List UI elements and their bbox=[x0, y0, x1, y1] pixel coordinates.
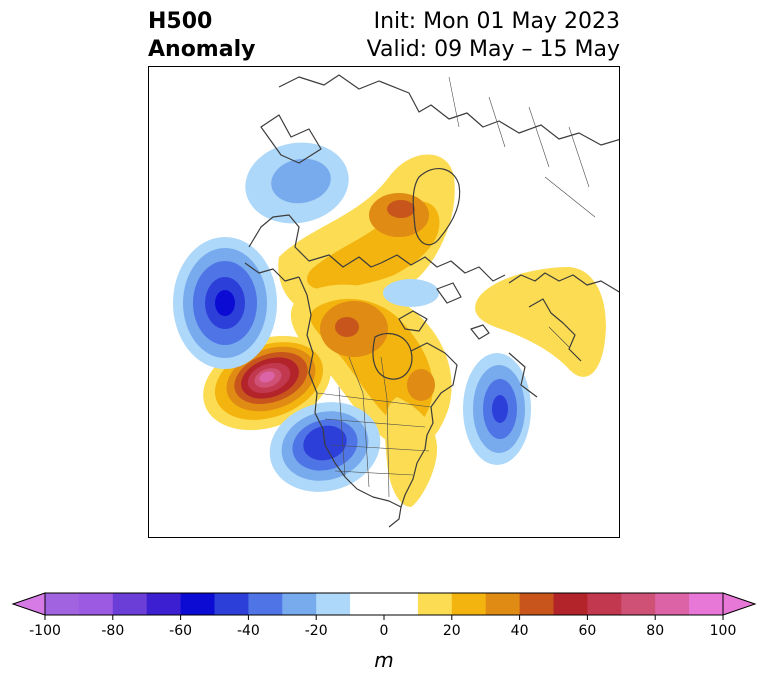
colorbar-bin bbox=[112, 593, 148, 615]
colorbar-bin bbox=[180, 593, 215, 615]
anomaly-scandinavia-ridge bbox=[475, 267, 606, 377]
colorbar-tick-label: -100 bbox=[29, 623, 61, 639]
colorbar-bin bbox=[417, 593, 453, 615]
colorbar-bin bbox=[451, 593, 487, 615]
colorbar-bin bbox=[316, 593, 351, 615]
colorbar-tick-label: 60 bbox=[578, 623, 596, 639]
colorbar-bin bbox=[553, 593, 588, 615]
map-title: H500 Anomaly bbox=[148, 8, 255, 64]
title-line-1: H500 bbox=[148, 9, 213, 34]
colorbar: -100 -80 -60 -40 -20 0 20 40 60 80 100 m bbox=[11, 592, 757, 672]
colorbar-tick-label: 40 bbox=[511, 623, 529, 639]
colorbar-tick-label: 0 bbox=[380, 623, 389, 639]
map-canvas bbox=[173, 74, 619, 528]
colorbar-unit-label: m bbox=[374, 648, 393, 672]
colorbar-low-extension bbox=[11, 592, 46, 616]
colorbar-bin bbox=[350, 593, 385, 615]
colorbar-ticks: -100 -80 -60 -40 -20 0 20 40 60 80 100 bbox=[29, 615, 736, 639]
colorbar-bin bbox=[587, 593, 622, 615]
anomaly-fields bbox=[173, 142, 606, 507]
colorbar-bin bbox=[214, 593, 249, 615]
anomaly-map bbox=[148, 66, 620, 538]
colorbar-tick-label: -60 bbox=[169, 623, 192, 639]
colorbar-tick-label: 80 bbox=[646, 623, 664, 639]
valid-range: Valid: 09 May – 15 May bbox=[366, 37, 620, 62]
colorbar-bins bbox=[45, 593, 724, 615]
anomaly-greenland-ridge bbox=[278, 154, 455, 313]
date-info: Init: Mon 01 May 2023 Valid: 09 May – 15… bbox=[367, 8, 620, 64]
anomaly-arctic-trough bbox=[383, 279, 439, 307]
colorbar-tick-label: -80 bbox=[101, 623, 124, 639]
colorbar-tick-label: 100 bbox=[710, 623, 737, 639]
colorbar-bin bbox=[621, 593, 656, 615]
colorbar-bin bbox=[485, 593, 521, 615]
colorbar-bin bbox=[282, 593, 317, 615]
init-date: Init: Mon 01 May 2023 bbox=[373, 9, 620, 34]
colorbar-bin bbox=[248, 593, 283, 615]
colorbar-bin bbox=[45, 593, 80, 615]
anomaly-gulf-of-alaska-trough bbox=[173, 237, 277, 369]
colorbar-tick-label: -40 bbox=[237, 623, 260, 639]
colorbar-high-extension bbox=[722, 592, 757, 616]
colorbar-bin bbox=[655, 593, 690, 615]
colorbar-bin bbox=[384, 593, 419, 615]
anomaly-siberia-trough bbox=[245, 142, 349, 224]
anomaly-western-atlantic-trough bbox=[463, 353, 531, 465]
colorbar-tick-label: 20 bbox=[443, 623, 461, 639]
borders bbox=[316, 76, 596, 498]
anomaly-eastern-us-ridge bbox=[385, 397, 438, 507]
colorbar-bin bbox=[78, 593, 114, 615]
colorbar-bin bbox=[519, 593, 554, 615]
colorbar-bin bbox=[689, 593, 724, 615]
colorbar-bin bbox=[146, 593, 182, 615]
title-line-2: Anomaly bbox=[148, 37, 256, 62]
anomaly-hudson-bay-ridge bbox=[290, 284, 452, 450]
colorbar-tick-label: -20 bbox=[305, 623, 328, 639]
